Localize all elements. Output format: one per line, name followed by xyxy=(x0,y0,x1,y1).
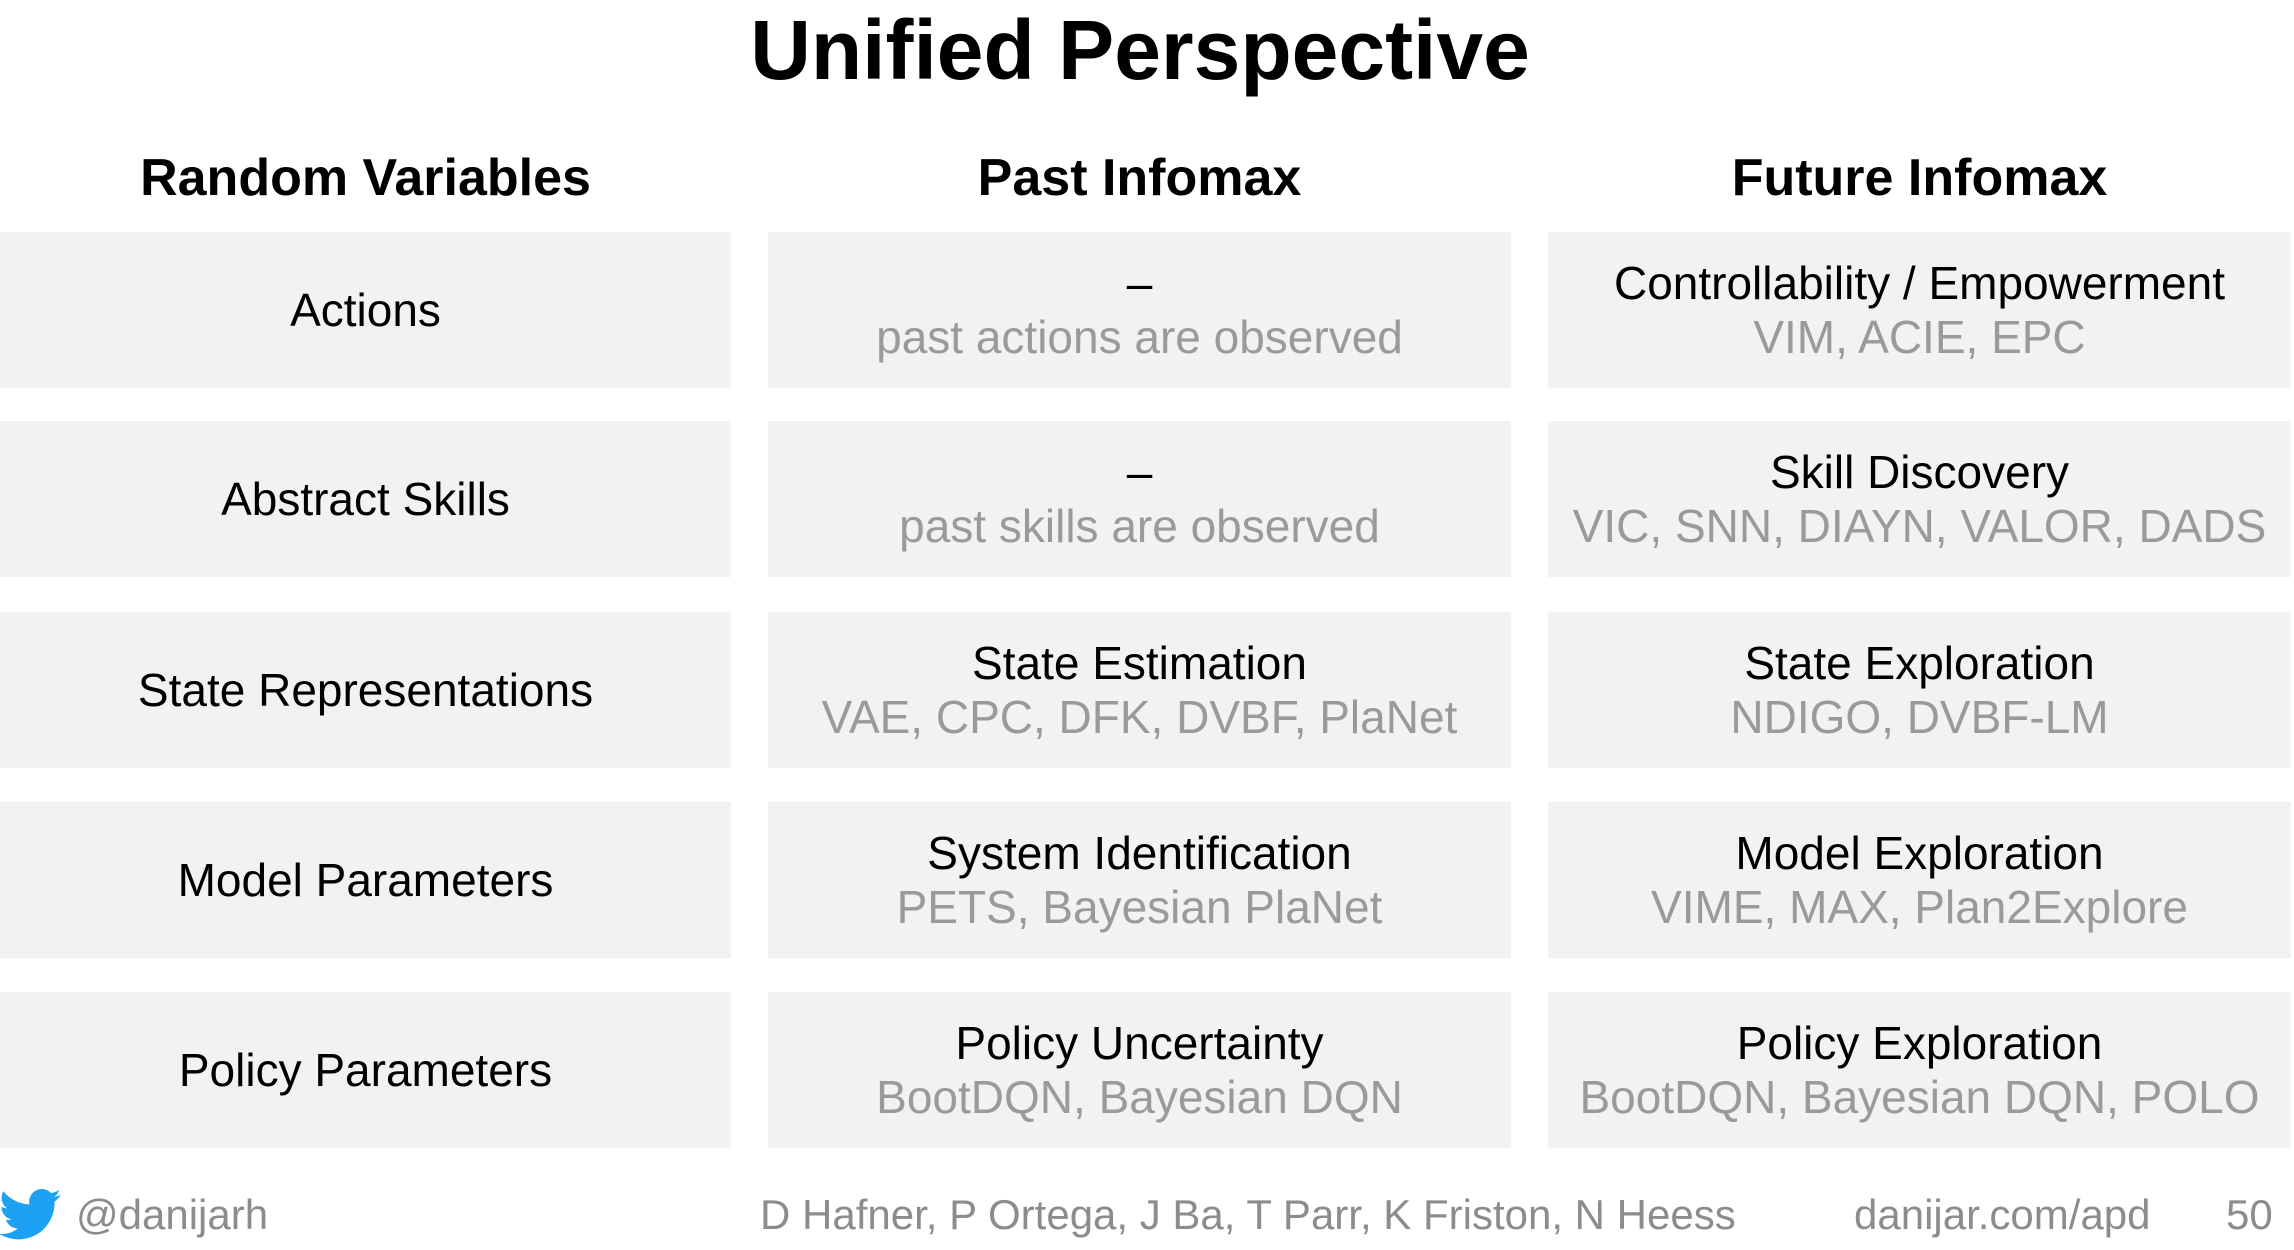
cell-sub-text: VIME, MAX, Plan2Explore xyxy=(1651,881,2188,933)
page-number: 50 xyxy=(2226,1191,2273,1238)
cell-main-text: Model Exploration xyxy=(1735,827,2104,879)
future-infomax-cell: Policy Exploration BootDQN, Bayesian DQN… xyxy=(1548,992,2291,1148)
cell-main-text: State Estimation xyxy=(972,637,1307,689)
past-infomax-cell: Policy Uncertainty BootDQN, Bayesian DQN xyxy=(768,992,1511,1148)
cell-sub-text: past actions are observed xyxy=(876,311,1403,363)
future-infomax-cell: Controllability / Empowerment VIM, ACIE,… xyxy=(1548,232,2291,388)
cell-main-text: Policy Exploration xyxy=(1736,1017,2103,1069)
author-list: D Hafner, P Ortega, J Ba, T Parr, K Fris… xyxy=(760,1191,1736,1238)
past-infomax-cell: State Estimation VAE, CPC, DFK, DVBF, Pl… xyxy=(768,612,1511,768)
future-infomax-cell: State Exploration NDIGO, DVBF-LM xyxy=(1548,612,2291,768)
row-label: Policy Parameters xyxy=(178,1044,553,1096)
row-label-cell: Abstract Skills xyxy=(0,421,731,577)
row-label-cell: Policy Parameters xyxy=(0,992,731,1148)
cell-sub-text: BootDQN, Bayesian DQN, POLO xyxy=(1579,1071,2260,1123)
row-label: Abstract Skills xyxy=(221,473,510,525)
column-header-future-infomax: Future Infomax xyxy=(1731,149,2108,207)
row-label-cell: Model Parameters xyxy=(0,802,731,958)
cell-main-text: Skill Discovery xyxy=(1769,446,2070,498)
cell-main-text: – xyxy=(1126,446,1153,498)
cell-sub-text: VIC, SNN, DIAYN, VALOR, DADS xyxy=(1572,500,2267,552)
column-header-past-infomax: Past Infomax xyxy=(977,149,1302,207)
cell-main-text: State Exploration xyxy=(1744,637,2095,689)
row-label-cell: Actions xyxy=(0,232,731,388)
row-label: State Representations xyxy=(137,664,594,716)
cell-sub-text: VIM, ACIE, EPC xyxy=(1753,311,2086,363)
past-infomax-cell: – past skills are observed xyxy=(768,421,1511,577)
past-infomax-cell: – past actions are observed xyxy=(768,232,1511,388)
cell-main-text: – xyxy=(1126,257,1153,309)
cell-main-text: Controllability / Empowerment xyxy=(1613,257,2225,309)
future-infomax-cell: Skill Discovery VIC, SNN, DIAYN, VALOR, … xyxy=(1548,421,2291,577)
twitter-handle: @danijarh xyxy=(76,1191,269,1238)
row-label: Actions xyxy=(290,284,441,336)
column-header-random-variables: Random Variables xyxy=(140,149,591,207)
future-infomax-cell: Model Exploration VIME, MAX, Plan2Explor… xyxy=(1548,802,2291,958)
slide-url: danijar.com/apd xyxy=(1854,1191,2151,1238)
cell-sub-text: past skills are observed xyxy=(899,500,1380,552)
cell-sub-text: VAE, CPC, DFK, DVBF, PlaNet xyxy=(821,691,1458,743)
row-label: Model Parameters xyxy=(177,854,554,906)
cell-main-text: Policy Uncertainty xyxy=(955,1017,1324,1069)
twitter-bird-icon xyxy=(0,1188,61,1240)
cell-sub-text: BootDQN, Bayesian DQN xyxy=(876,1071,1403,1123)
past-infomax-cell: System Identification PETS, Bayesian Pla… xyxy=(768,802,1511,958)
cell-main-text: System Identification xyxy=(927,827,1352,879)
row-label-cell: State Representations xyxy=(0,612,731,768)
slide-title: Unified Perspective xyxy=(750,3,1530,97)
cell-sub-text: NDIGO, DVBF-LM xyxy=(1730,691,2109,743)
cell-sub-text: PETS, Bayesian PlaNet xyxy=(896,881,1383,933)
